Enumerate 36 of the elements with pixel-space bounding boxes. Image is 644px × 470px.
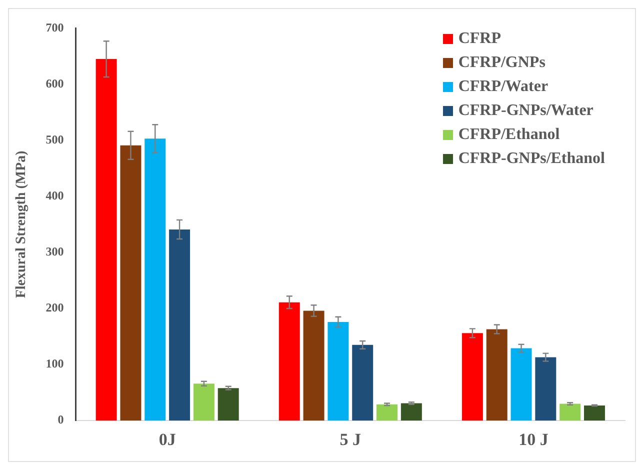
bar xyxy=(535,357,556,421)
bar xyxy=(328,322,349,421)
y-axis-title: Flexural Strength (MPa) xyxy=(14,150,30,298)
x-tick-label: 10 J xyxy=(518,430,549,450)
y-tick-label: 400 xyxy=(46,188,64,202)
bar xyxy=(278,302,300,421)
y-tick-label: 300 xyxy=(46,244,64,259)
bar xyxy=(486,329,508,421)
bar xyxy=(462,333,483,421)
y-tick-label: 0 xyxy=(58,412,64,427)
legend-label: CFRP-GNPs/Ethanol xyxy=(458,150,605,168)
bar xyxy=(193,384,214,421)
x-tick-label: 0J xyxy=(158,430,176,450)
bar xyxy=(400,403,422,421)
bar xyxy=(96,59,117,421)
y-tick-label: 700 xyxy=(46,20,64,34)
bar xyxy=(584,405,605,421)
bar xyxy=(376,404,398,421)
y-tick-label: 500 xyxy=(46,132,64,146)
x-tick-label: 5 J xyxy=(340,430,362,450)
bar xyxy=(303,310,324,421)
y-tick-label: 600 xyxy=(46,76,64,90)
y-tick-label: 200 xyxy=(46,300,64,315)
bar xyxy=(352,344,374,421)
legend-label: CFRP/GNPs xyxy=(458,54,546,72)
bar xyxy=(510,348,532,421)
y-tick-label: 100 xyxy=(46,356,64,371)
legend-label: CFRP/Ethanol xyxy=(458,126,560,144)
bar xyxy=(218,388,239,421)
bar xyxy=(169,229,190,421)
legend-label: CFRP-GNPs/Water xyxy=(458,102,594,120)
bar xyxy=(120,145,142,421)
legend-label: CFRP/Water xyxy=(458,78,548,96)
bar xyxy=(560,404,581,421)
bar xyxy=(144,138,166,421)
legend-label: CFRP xyxy=(458,30,501,48)
